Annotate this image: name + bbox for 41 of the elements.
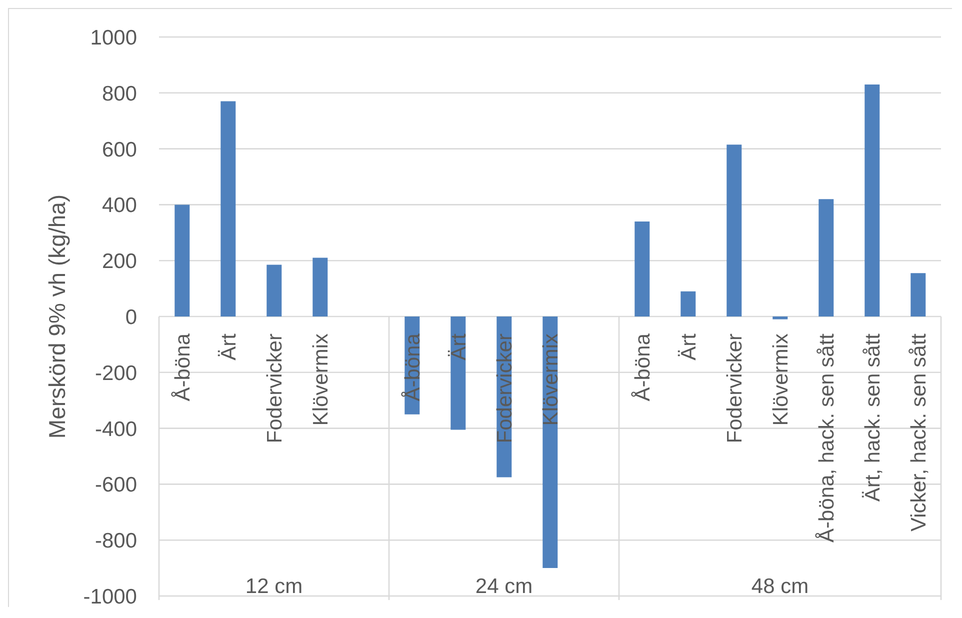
- y-tick-label: 200: [102, 250, 137, 274]
- x-tick-label: Å-böna: [170, 333, 194, 402]
- bar: [864, 84, 880, 316]
- x-tick-label: Fodervicker: [493, 334, 516, 444]
- y-tick-label: 0: [125, 306, 137, 329]
- x-tick-label: Ärt, hack. sen sått: [861, 333, 884, 502]
- bar: [312, 258, 328, 316]
- x-tick-label: Ärt: [447, 333, 470, 360]
- y-tick-label: -800: [94, 530, 137, 553]
- bar: [266, 264, 282, 316]
- bar: [634, 221, 650, 316]
- y-tick-label: 1000: [90, 26, 137, 50]
- x-tick-label: Ärt: [677, 333, 700, 360]
- x-tick-label: Å-böna: [400, 333, 424, 402]
- bar: [174, 204, 190, 316]
- x-tick-label: Fodervicker: [263, 334, 286, 444]
- bar: [772, 316, 788, 320]
- x-tick-label: Klövermix: [309, 333, 332, 426]
- bar: [726, 144, 742, 316]
- bar: [220, 101, 236, 316]
- annotation: 12 cm: [245, 575, 303, 598]
- y-tick-label: -400: [94, 418, 137, 441]
- y-tick-label: 800: [102, 82, 137, 106]
- y-tick-label: -1000: [83, 585, 137, 608]
- bar: [680, 291, 696, 316]
- bar: [910, 273, 926, 316]
- x-tick-label: Å-böna: [630, 333, 654, 402]
- y-tick-label: -600: [94, 474, 137, 497]
- annotation: 48 cm: [751, 575, 809, 598]
- annotation: 24 cm: [475, 575, 533, 598]
- y-tick-label: -200: [94, 362, 137, 385]
- x-tick-label: Å-böna, hack. sen sått: [814, 333, 838, 542]
- x-tick-label: Vicker, hack. sen sått: [907, 333, 930, 532]
- x-tick-label: Ärt: [217, 333, 240, 360]
- x-tick-label: Fodervicker: [723, 334, 746, 444]
- y-tick-label: 400: [102, 194, 137, 218]
- y-axis-title: Merskörd 9% vh (kg/ha): [44, 194, 70, 439]
- bar: [818, 199, 834, 316]
- y-tick-label: 600: [102, 138, 137, 162]
- x-tick-label: Klövermix: [769, 333, 792, 426]
- x-tick-label: Klövermix: [539, 333, 562, 426]
